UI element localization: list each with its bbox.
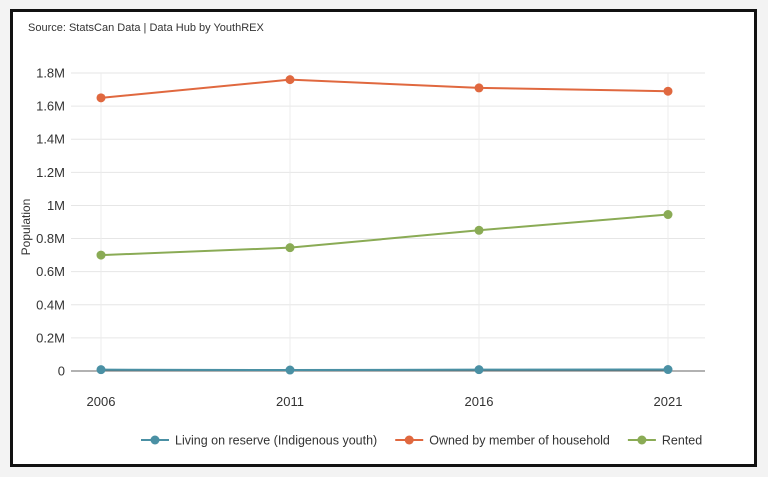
y-tick-label: 1.2M — [36, 165, 65, 180]
y-tick-label: 1.4M — [36, 132, 65, 147]
data-point[interactable] — [285, 365, 295, 375]
data-point[interactable] — [663, 210, 673, 220]
series-line — [100, 213, 669, 257]
chart-frame: Source: StatsCan Data | Data Hub by Yout… — [10, 9, 757, 467]
data-point[interactable] — [96, 365, 106, 375]
y-axis-ticks: 0 0.2M 0.4M 0.6M 0.8M 1M 1.2M 1.4M 1.6M 1.8M — [36, 66, 65, 379]
y-tick-label: 0.4M — [36, 297, 65, 312]
data-point[interactable] — [474, 83, 484, 93]
data-point[interactable] — [96, 93, 106, 103]
y-tick-label: 0.6M — [36, 264, 65, 279]
y-tick-label: 1.6M — [36, 99, 65, 114]
line-chart: 0 0.2M 0.4M 0.6M 0.8M 1M 1.2M 1.4M 1.6M 1.8M 2006… — [19, 66, 705, 448]
legend-label: Owned by member of household — [429, 434, 610, 448]
y-tick-label: 0.8M — [36, 231, 65, 246]
grid-lines — [71, 72, 705, 371]
x-tick-label: 2006 — [87, 394, 116, 409]
legend-swatch-marker — [150, 435, 160, 445]
y-tick-label: 0 — [58, 364, 65, 379]
data-point[interactable] — [474, 225, 484, 235]
data-point[interactable] — [474, 365, 484, 375]
x-tick-label: 2011 — [276, 394, 304, 409]
source-note: Source: StatsCan Data | Data Hub by Yout… — [28, 22, 264, 34]
legend: Living on reserve (Indigenous youth) Owne… — [141, 434, 702, 448]
data-point[interactable] — [663, 365, 673, 375]
series-line — [100, 78, 669, 99]
legend-swatch-marker — [637, 435, 647, 445]
data-point[interactable] — [663, 86, 673, 96]
y-tick-label: 1M — [47, 198, 65, 213]
legend-item[interactable]: Living on reserve (Indigenous youth) — [141, 434, 377, 448]
y-axis-label: Population — [19, 199, 33, 256]
data-point[interactable] — [96, 250, 106, 260]
series-group — [96, 75, 673, 375]
y-tick-label: 0.2M — [36, 330, 65, 345]
legend-label: Living on reserve (Indigenous youth) — [175, 434, 377, 448]
data-point[interactable] — [285, 75, 295, 85]
x-tick-label: 2016 — [465, 394, 494, 409]
legend-item[interactable]: Rented — [627, 434, 702, 448]
legend-item[interactable]: Owned by member of household — [395, 434, 610, 448]
x-axis-ticks: 2006 2011 2016 2021 — [87, 394, 683, 409]
x-tick-label: 2021 — [654, 394, 683, 409]
y-tick-label: 1.8M — [36, 66, 65, 81]
legend-swatch-marker — [404, 435, 414, 445]
data-point[interactable] — [285, 243, 295, 253]
legend-label: Rented — [662, 434, 702, 448]
